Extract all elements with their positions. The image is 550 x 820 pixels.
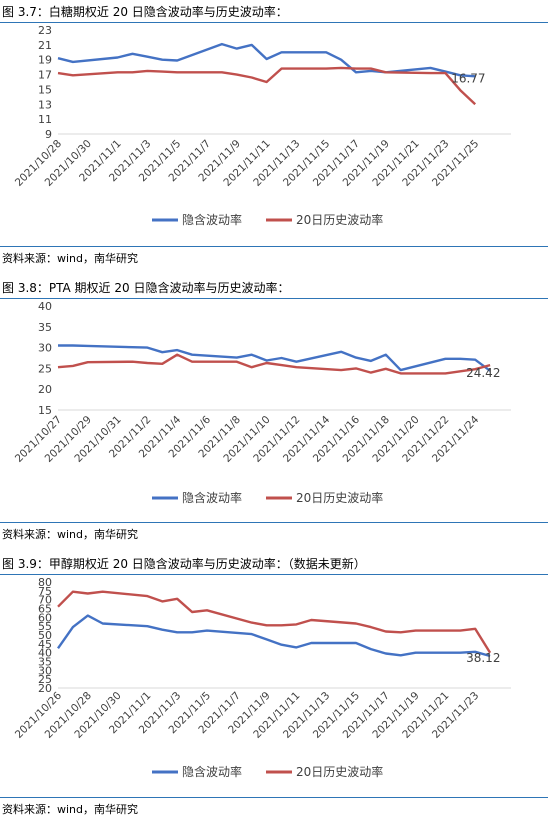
data-label: 16.77 — [451, 71, 485, 85]
y-tick-label: 11 — [38, 113, 52, 126]
legend-label: 20日历史波动率 — [296, 212, 383, 227]
source-rule — [0, 522, 548, 523]
series-line-0 — [57, 42, 476, 78]
legend: 隐含波动率 20日历史波动率 — [152, 764, 383, 779]
chart-sugar: 9111315171921232021/10/282021/10/302021/… — [13, 24, 511, 227]
legend-label: 隐含波动率 — [182, 764, 242, 779]
chart-title: 图 3.8：PTA 期权近 20 日隐含波动率与历史波动率： — [2, 281, 290, 295]
y-tick-label: 75 — [38, 585, 52, 598]
y-tick-label: 45 — [38, 638, 52, 651]
chart-panel-methanol: 图 3.9：甲醇期权近 20 日隐含波动率与历史波动率：（数据未更新） 20 25… — [0, 552, 550, 820]
chart-panel-pta: 图 3.8：PTA 期权近 20 日隐含波动率与历史波动率： 15 20 25 30 3… — [0, 276, 550, 546]
y-tick-label: 15 — [38, 83, 52, 96]
y-tick-label: 40 — [38, 647, 52, 660]
y-tick-label: 23 — [38, 24, 52, 37]
y-tick-label: 35 — [38, 321, 52, 334]
y-tick-label: 25 — [38, 673, 52, 686]
source-note: 资料来源：wind，南华研究 — [2, 252, 139, 265]
data-label: 24.42 — [466, 366, 500, 380]
chart-title: 图 3.7：白糖期权近 20 日隐含波动率与历史波动率： — [2, 5, 288, 19]
y-tick-label: 80 — [38, 576, 52, 589]
y-tick-label: 40 — [38, 300, 52, 313]
title-rule — [0, 22, 548, 23]
y-tick-label: 20 — [38, 682, 52, 695]
legend-label: 20日历史波动率 — [296, 764, 383, 779]
data-label: 38.12 — [466, 651, 500, 665]
source-rule — [0, 797, 548, 798]
series-line-0 — [57, 614, 491, 658]
y-tick-label: 9 — [45, 128, 52, 141]
y-tick-label: 50 — [38, 629, 52, 642]
legend: 隐含波动率 20日历史波动率 — [152, 490, 383, 505]
legend-label: 20日历史波动率 — [296, 490, 383, 505]
y-tick-label: 17 — [38, 69, 52, 82]
y-tick-label: 35 — [38, 656, 52, 669]
legend-label: 隐含波动率 — [182, 490, 242, 505]
chart-pta: 1520253035402021/10/272021/10/292021/10/… — [13, 300, 511, 505]
legend-label: 隐含波动率 — [182, 212, 242, 227]
series-line-0 — [58, 344, 491, 372]
title-rule — [0, 574, 548, 575]
legend: 隐含波动率 20日历史波动率 — [152, 212, 383, 227]
y-tick-label: 20 — [38, 383, 52, 396]
chart-title: 图 3.9：甲醇期权近 20 日隐含波动率与历史波动率：（数据未更新） — [2, 557, 366, 571]
title-rule — [0, 298, 548, 299]
y-tick-label: 70 — [38, 594, 52, 607]
y-tick-label: 65 — [38, 603, 52, 616]
y-tick-label: 21 — [38, 39, 52, 52]
source-note: 资料来源：wind，南华研究 — [2, 803, 139, 816]
y-tick-label: 25 — [38, 362, 52, 375]
y-tick-label: 15 — [38, 404, 52, 417]
y-tick-label: 19 — [38, 54, 52, 67]
y-tick-label: 55 — [38, 620, 52, 633]
y-tick-label: 13 — [38, 98, 52, 111]
y-tick-label: 30 — [38, 664, 52, 677]
source-rule — [0, 246, 548, 247]
y-tick-label: 30 — [38, 342, 52, 355]
source-note: 资料来源：wind，南华研究 — [2, 528, 139, 541]
series-line-1 — [57, 353, 491, 375]
chart-methanol: 202530354045505560657075802021/10/262021… — [13, 576, 511, 779]
y-tick-label: 60 — [38, 611, 52, 624]
chart-panel-sugar: 图 3.7：白糖期权近 20 日隐含波动率与历史波动率： 9 11 13 15 17 19… — [0, 0, 550, 270]
series-line-1 — [57, 66, 477, 106]
series-line-1 — [57, 590, 492, 654]
